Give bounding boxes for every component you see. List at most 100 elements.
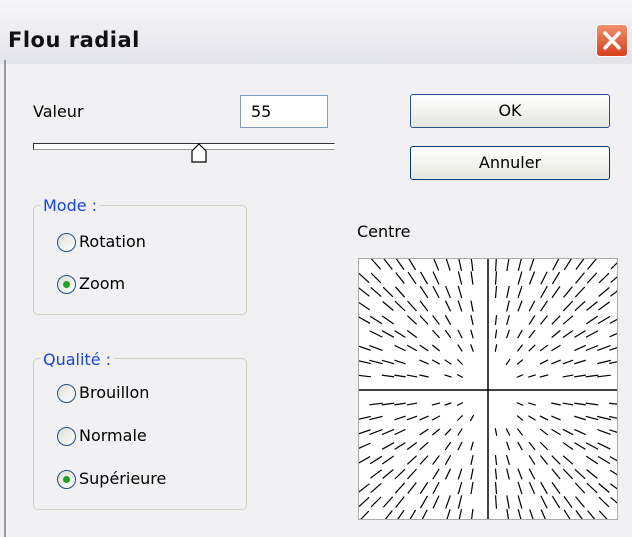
blur-stroke	[470, 441, 474, 451]
blur-stroke	[551, 359, 561, 365]
blur-stroke	[528, 271, 536, 285]
quality-legend: Qualité :	[40, 350, 115, 369]
blur-stroke	[539, 415, 549, 421]
blur-stroke	[457, 285, 463, 299]
field-label: Valeur	[33, 102, 84, 121]
blur-stroke	[494, 481, 498, 495]
blur-stroke	[574, 428, 586, 436]
blur-stroke	[586, 301, 598, 311]
blur-stroke	[369, 455, 383, 465]
radio-button[interactable]	[57, 384, 76, 403]
radio-label[interactable]: Rotation	[79, 232, 146, 251]
blur-stroke	[406, 315, 418, 325]
blur-stroke	[407, 258, 417, 271]
value-input[interactable]: 55	[240, 95, 328, 128]
blur-stroke	[381, 330, 395, 338]
blur-stroke	[358, 360, 371, 365]
blur-stroke	[445, 258, 451, 271]
blur-stroke	[552, 258, 560, 271]
blur-stroke	[431, 359, 441, 365]
blur-stroke	[528, 468, 536, 480]
blur-stroke	[517, 481, 523, 495]
blur-stroke	[458, 509, 463, 520]
blur-stroke	[457, 441, 463, 451]
radio-button[interactable]	[57, 470, 76, 489]
blur-stroke	[394, 482, 406, 494]
radio-button[interactable]	[57, 427, 76, 446]
radio-button[interactable]	[57, 233, 76, 252]
blur-stroke	[420, 495, 428, 509]
blur-stroke	[419, 300, 429, 312]
mode-group	[33, 205, 247, 315]
blur-stroke	[406, 455, 418, 465]
blur-stroke	[470, 481, 474, 495]
blur-stroke	[358, 287, 370, 297]
radio-label[interactable]: Normale	[79, 426, 147, 445]
blur-stroke	[551, 285, 561, 299]
radio-label[interactable]: Brouillon	[79, 383, 150, 402]
preview-frame	[358, 258, 618, 520]
blur-stroke	[470, 258, 474, 272]
ok-button[interactable]: OK	[410, 94, 610, 128]
blur-stroke	[598, 287, 610, 297]
blur-stroke	[551, 329, 561, 339]
blur-stroke	[551, 495, 561, 509]
blur-stroke	[574, 415, 586, 421]
blur-stroke	[551, 402, 561, 406]
blur-stroke	[516, 374, 524, 378]
blur-stroke	[610, 483, 618, 491]
blur-stroke	[381, 442, 395, 450]
blur-stroke	[598, 272, 610, 284]
blur-stroke	[457, 300, 463, 312]
blur-stroke	[540, 495, 548, 509]
center-preview[interactable]	[358, 258, 618, 520]
blur-stroke	[575, 258, 585, 271]
radio-label[interactable]: Zoom	[79, 274, 126, 293]
blur-stroke	[585, 442, 599, 450]
blur-stroke	[457, 468, 463, 480]
window-border	[4, 60, 6, 537]
window-title: Flou radial	[8, 28, 140, 52]
blur-stroke	[432, 258, 440, 271]
blur-stroke	[394, 300, 406, 312]
blur-stroke	[528, 329, 536, 339]
blur-stroke	[456, 373, 464, 379]
blur-stroke	[563, 495, 573, 509]
blur-stroke	[444, 374, 452, 378]
blur-stroke	[562, 374, 574, 378]
blur-stroke	[457, 428, 463, 436]
radio-button[interactable]	[57, 275, 76, 294]
blur-stroke	[431, 344, 441, 352]
blur-stroke	[551, 468, 561, 480]
blur-stroke	[470, 329, 474, 339]
blur-stroke	[517, 495, 523, 509]
blur-stroke	[506, 508, 510, 520]
blur-stroke	[470, 468, 474, 480]
blur-stroke	[528, 455, 536, 465]
blur-stroke	[494, 455, 498, 465]
blur-stroke	[494, 329, 498, 339]
blur-stroke	[539, 344, 549, 352]
blur-stroke	[585, 330, 599, 338]
blur-stroke	[394, 428, 406, 436]
blur-stroke	[562, 330, 574, 338]
blur-stroke	[369, 315, 383, 325]
blur-stroke	[539, 315, 549, 325]
blur-stroke	[574, 374, 586, 378]
blur-stroke	[456, 358, 464, 366]
blur-stroke	[421, 509, 428, 520]
blur-stroke	[406, 402, 418, 406]
cancel-button[interactable]: Annuler	[410, 146, 610, 180]
slider-track[interactable]	[33, 143, 335, 150]
close-button[interactable]	[596, 24, 628, 57]
blur-stroke	[608, 402, 618, 405]
blur-stroke	[444, 468, 452, 480]
mode-legend: Mode :	[40, 196, 101, 215]
radio-label[interactable]: Supérieure	[79, 469, 167, 488]
blur-stroke	[419, 441, 429, 451]
slider-thumb[interactable]	[191, 143, 207, 163]
blur-stroke	[370, 258, 382, 270]
blur-stroke	[529, 258, 535, 271]
blur-stroke	[445, 495, 451, 509]
blur-stroke	[540, 271, 548, 285]
